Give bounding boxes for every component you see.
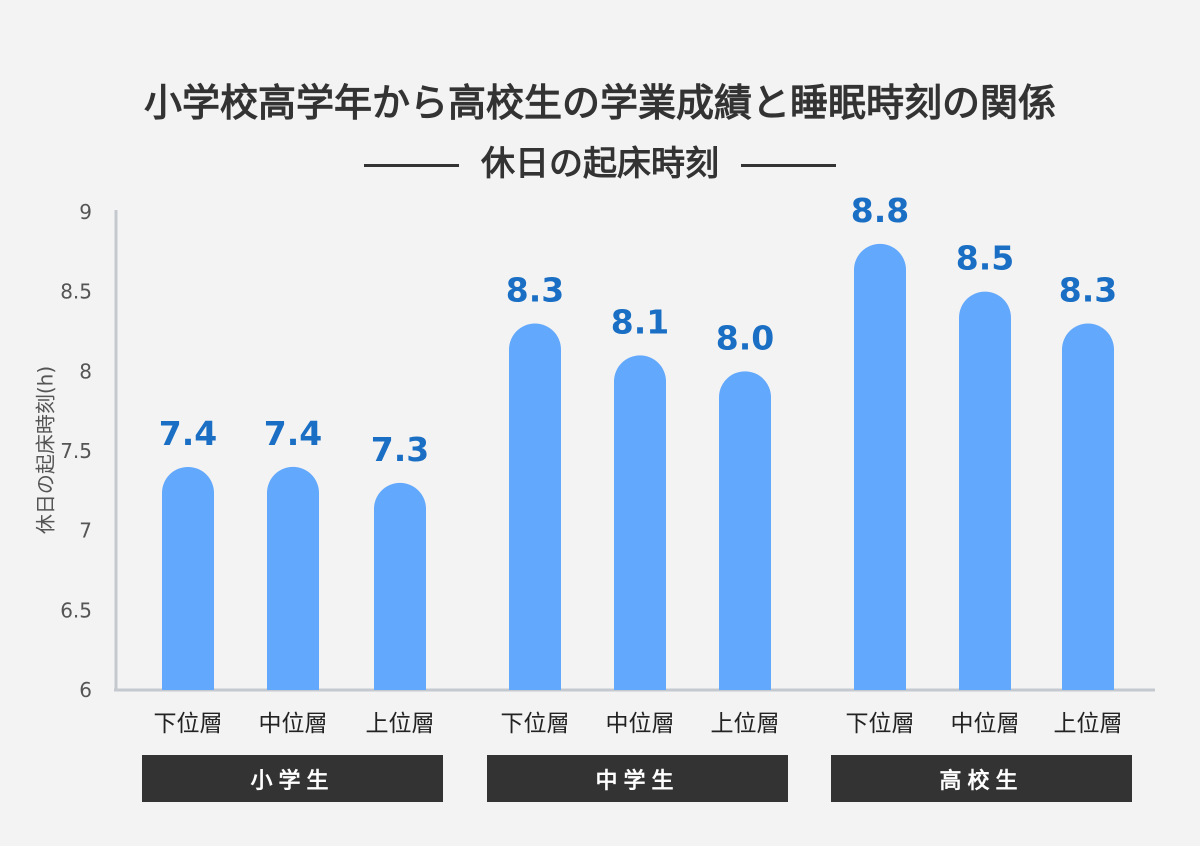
x-tick-label: 上位層	[366, 711, 435, 737]
data-label: 8.0	[716, 318, 774, 357]
y-tick-label: 7.5	[60, 439, 92, 463]
data-label: 8.5	[956, 239, 1014, 278]
x-tick-label: 下位層	[846, 711, 915, 737]
group-label: 小学生	[142, 755, 443, 802]
x-tick-label: 下位層	[154, 711, 223, 737]
x-tick-label: 上位層	[1054, 711, 1123, 737]
data-label: 8.3	[1059, 271, 1117, 310]
bar	[509, 323, 561, 690]
bar	[719, 371, 771, 690]
bar	[614, 355, 666, 690]
dash-left	[364, 164, 459, 167]
x-tick-label: 下位層	[501, 711, 570, 737]
bar	[162, 466, 214, 690]
dash-right	[741, 164, 836, 167]
x-tick-label: 中位層	[951, 711, 1020, 737]
y-tick-label: 6	[79, 678, 92, 702]
chart-subtitle: 休日の起床時刻	[481, 144, 719, 184]
y-tick-label: 6.5	[60, 598, 92, 622]
x-tick-label: 中位層	[606, 711, 675, 737]
data-label: 8.1	[611, 302, 669, 341]
bar	[959, 291, 1011, 690]
data-label: 7.3	[371, 430, 429, 469]
data-label: 7.4	[264, 414, 322, 453]
chart-subtitle-row: 休日の起床時刻	[0, 136, 1200, 185]
y-tick-label: 7	[79, 519, 92, 543]
bar	[374, 482, 426, 690]
data-label: 8.8	[851, 191, 909, 230]
data-label: 8.3	[506, 271, 564, 310]
x-tick-label: 中位層	[259, 711, 328, 737]
bar	[1062, 323, 1114, 690]
y-tick-label: 8	[79, 359, 92, 383]
y-tick-label: 9	[79, 200, 92, 224]
data-label: 7.4	[159, 414, 217, 453]
bar	[267, 466, 319, 690]
chart-title: 小学校高学年から高校生の学業成績と睡眠時刻の関係	[143, 81, 1056, 125]
bar	[854, 243, 906, 690]
x-tick-label: 上位層	[711, 711, 780, 737]
y-tick-label: 8.5	[60, 280, 92, 304]
group-label: 中学生	[487, 755, 788, 802]
group-label: 高校生	[831, 755, 1132, 802]
